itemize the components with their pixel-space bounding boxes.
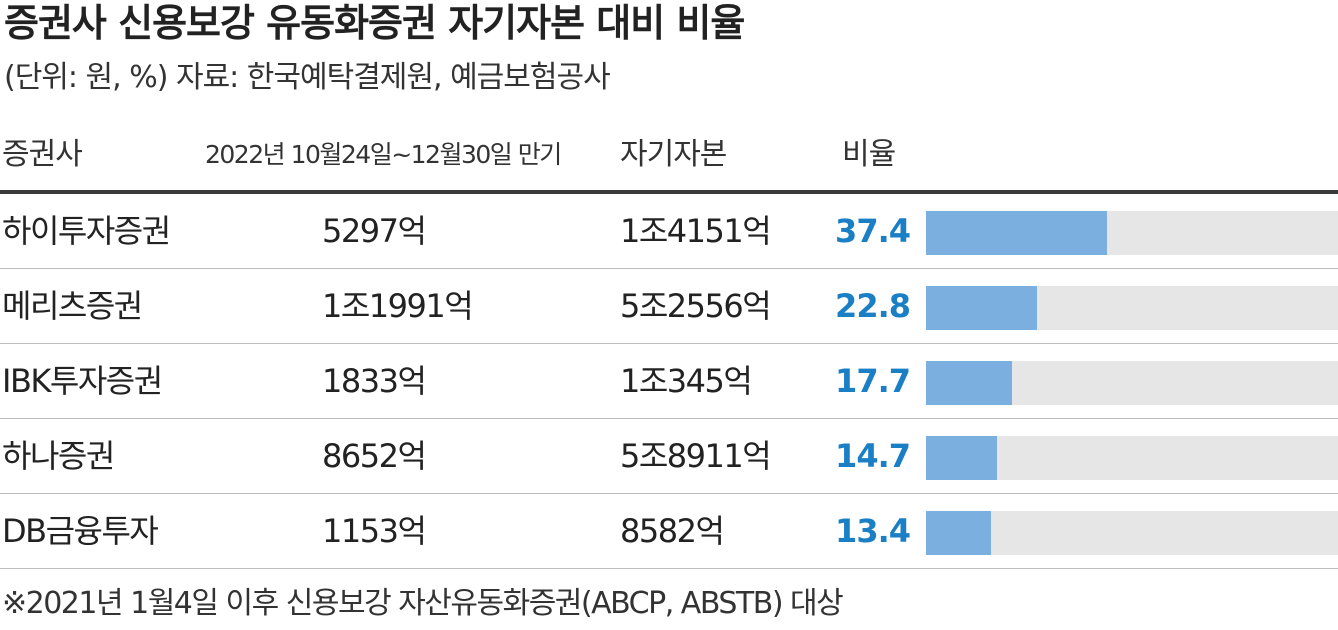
- header-maturing: 2022년 10월24일~12월30일 만기: [205, 140, 562, 169]
- equity-amount: 1조4151억: [620, 212, 772, 250]
- header-rule: [0, 190, 1338, 194]
- equity-amount: 5조8911억: [620, 437, 772, 475]
- maturing-amount: 8652억: [322, 437, 427, 475]
- header-company: 증권사: [2, 137, 83, 172]
- ratio-bar: [926, 286, 1037, 330]
- ratio-value: 13.4: [835, 512, 911, 550]
- chart-subtitle: (단위: 원, %) 자료: 한국예탁결제원, 예금보험공사: [4, 60, 611, 95]
- maturing-amount: 5297억: [322, 212, 427, 250]
- equity-amount: 5조2556억: [620, 287, 772, 325]
- equity-amount: 8582억: [620, 512, 725, 550]
- table-row: DB금융투자 1153억 8582억 13.4: [0, 494, 1338, 569]
- maturing-amount: 1조1991억: [322, 287, 474, 325]
- table-row: 하이투자증권 5297억 1조4151억 37.4: [0, 194, 1338, 269]
- table-row: 메리츠증권 1조1991억 5조2556억 22.8: [0, 269, 1338, 344]
- chart-title: 증권사 신용보강 유동화증권 자기자본 대비 비율: [4, 1, 745, 45]
- ratio-bar: [926, 361, 1012, 405]
- header-ratio: 비율: [842, 137, 896, 172]
- company-name: 메리츠증권: [2, 287, 143, 325]
- table-row: 하나증권 8652억 5조8911억 14.7: [0, 419, 1338, 494]
- header-equity: 자기자본: [620, 137, 727, 172]
- ratio-bar: [926, 511, 991, 555]
- ratio-bar: [926, 211, 1107, 255]
- company-name: DB금융투자: [2, 512, 159, 550]
- maturing-amount: 1833억: [322, 362, 427, 400]
- company-name: 하나증권: [2, 437, 115, 475]
- maturing-amount: 1153억: [322, 512, 427, 550]
- ratio-bar-track: [926, 436, 1338, 480]
- ratio-value: 17.7: [835, 362, 911, 400]
- ratio-value: 22.8: [835, 287, 911, 325]
- ratio-bar-track: [926, 361, 1338, 405]
- ratio-bar: [926, 436, 997, 480]
- ratio-bar-track: [926, 511, 1338, 555]
- table-row: IBK투자증권 1833억 1조345억 17.7: [0, 344, 1338, 419]
- ratio-value: 37.4: [835, 212, 911, 250]
- equity-amount: 1조345억: [620, 362, 753, 400]
- ratio-value: 14.7: [835, 437, 911, 475]
- footnote: ※2021년 1월4일 이후 신용보강 자산유동화증권(ABCP, ABSTB)…: [2, 586, 844, 621]
- ratio-bar-track: [926, 286, 1338, 330]
- table-body: 하이투자증권 5297억 1조4151억 37.4 메리츠증권 1조1991억 5조2556…: [0, 194, 1338, 569]
- table-header: 증권사 2022년 10월24일~12월30일 만기 자기자본 비율: [0, 133, 1338, 177]
- company-name: IBK투자증권: [2, 362, 163, 400]
- ratio-bar-track: [926, 211, 1338, 255]
- company-name: 하이투자증권: [2, 212, 171, 250]
